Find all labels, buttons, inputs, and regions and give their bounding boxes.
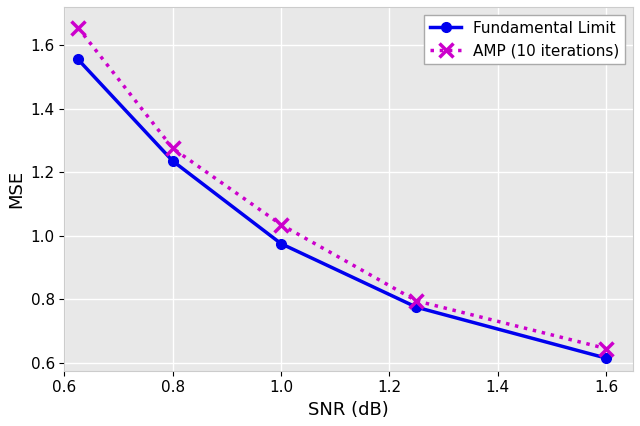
Line: AMP (10 iterations): AMP (10 iterations) xyxy=(71,20,613,355)
Y-axis label: MSE: MSE xyxy=(7,170,25,208)
AMP (10 iterations) xyxy=(277,222,285,227)
AMP (10 iterations) xyxy=(169,146,177,151)
Fundamental Limit xyxy=(602,356,610,361)
AMP (10 iterations) xyxy=(74,25,82,30)
Line: Fundamental Limit: Fundamental Limit xyxy=(73,55,611,363)
Fundamental Limit xyxy=(413,305,420,310)
X-axis label: SNR (dB): SNR (dB) xyxy=(308,401,389,419)
Fundamental Limit xyxy=(277,241,285,246)
Legend: Fundamental Limit, AMP (10 iterations): Fundamental Limit, AMP (10 iterations) xyxy=(424,14,625,64)
AMP (10 iterations) xyxy=(602,346,610,351)
Fundamental Limit xyxy=(169,158,177,164)
AMP (10 iterations) xyxy=(413,298,420,303)
Fundamental Limit xyxy=(74,57,82,62)
